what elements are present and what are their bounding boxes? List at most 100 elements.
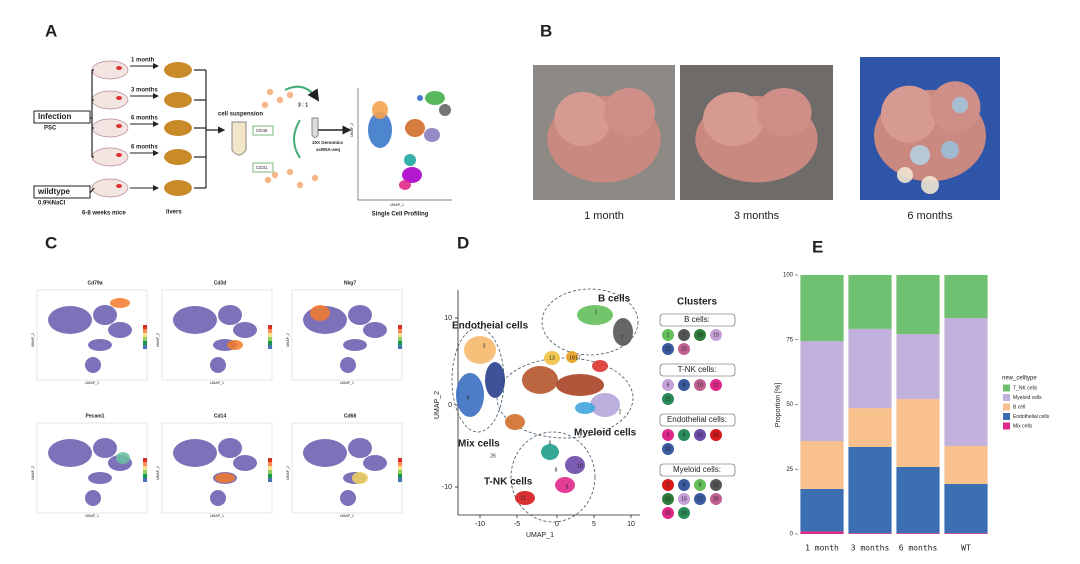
colorbar bbox=[143, 337, 147, 341]
cluster-blob bbox=[405, 119, 425, 137]
cluster-dot bbox=[662, 393, 674, 405]
cluster-dot bbox=[710, 429, 722, 441]
liver-lobe bbox=[756, 87, 812, 137]
label: 13 bbox=[549, 355, 555, 361]
label: 6 months bbox=[907, 210, 953, 222]
label: cell suspension bbox=[218, 112, 263, 118]
panel-letter: A bbox=[45, 21, 57, 40]
label: UMAP_1 bbox=[340, 514, 354, 518]
label: Clusters bbox=[677, 297, 717, 308]
cluster-blob bbox=[372, 101, 388, 119]
y-tick-label: 25 bbox=[786, 467, 793, 473]
colorbar bbox=[398, 478, 402, 482]
cluster-blob bbox=[575, 402, 595, 414]
label: -10 bbox=[442, 484, 452, 491]
label: Endotheial cells bbox=[452, 321, 529, 332]
cluster-blob bbox=[555, 477, 575, 493]
label: 3 months bbox=[131, 88, 158, 94]
cluster-dot bbox=[710, 479, 722, 491]
cluster-blob bbox=[505, 414, 525, 430]
colorbar bbox=[268, 341, 272, 345]
label: 24 bbox=[681, 510, 687, 516]
label: -5 bbox=[514, 521, 520, 528]
legend-title: new_celltype bbox=[1002, 376, 1037, 382]
cell-cluster bbox=[348, 305, 372, 325]
bar-segment bbox=[944, 533, 988, 534]
legend-swatch bbox=[1003, 403, 1010, 411]
label: 2 bbox=[619, 409, 622, 415]
cell-cluster bbox=[108, 322, 132, 338]
label: 8 bbox=[555, 467, 558, 473]
colorbar bbox=[268, 466, 272, 470]
cell-cluster bbox=[173, 439, 217, 467]
expression-high bbox=[352, 472, 368, 484]
cluster-blob bbox=[417, 95, 423, 101]
label: 7 bbox=[683, 332, 686, 338]
label: 16 bbox=[713, 432, 719, 438]
cluster-dot bbox=[710, 379, 722, 391]
cell-cluster bbox=[363, 455, 387, 471]
bar-segment bbox=[800, 275, 844, 342]
cell-cluster bbox=[85, 357, 101, 373]
label: 10 bbox=[444, 315, 452, 322]
label: 9 bbox=[699, 482, 702, 488]
cluster-blob bbox=[556, 374, 604, 396]
bar-segment bbox=[800, 441, 844, 489]
colorbar bbox=[398, 341, 402, 345]
label: 3 : 1 bbox=[298, 102, 308, 108]
label: 4 bbox=[683, 432, 686, 438]
legend-swatch bbox=[1003, 422, 1010, 430]
cluster-dot bbox=[694, 429, 706, 441]
tube bbox=[311, 117, 319, 138]
cell-cluster bbox=[340, 357, 356, 373]
legend-swatch bbox=[1003, 413, 1010, 420]
y-axis-label: Proportion [%] bbox=[775, 383, 782, 427]
cell-cluster bbox=[48, 439, 92, 467]
cluster-blob bbox=[425, 91, 445, 105]
label: scRNA-seq bbox=[316, 147, 340, 152]
cluster-blob bbox=[485, 362, 505, 398]
cell-cluster bbox=[218, 305, 242, 325]
label: UMAP_1 bbox=[340, 381, 354, 385]
label: UMAP_2 bbox=[156, 333, 160, 347]
colorbar bbox=[398, 466, 402, 470]
bar-segment bbox=[800, 531, 844, 534]
cluster-outline bbox=[510, 431, 596, 523]
cluster-dot bbox=[662, 507, 674, 519]
colorbar bbox=[398, 462, 402, 466]
label-box bbox=[33, 185, 91, 199]
label: CD31 bbox=[256, 165, 268, 170]
cluster-blob bbox=[565, 456, 585, 474]
label: 12 bbox=[713, 482, 719, 488]
colorbar bbox=[398, 325, 402, 329]
label: 10 bbox=[577, 463, 583, 469]
x-tick-label: 3 months bbox=[851, 544, 890, 553]
label: 6 bbox=[683, 482, 686, 488]
label: 17 bbox=[697, 496, 703, 502]
injection bbox=[116, 96, 122, 100]
colorbar bbox=[143, 341, 147, 345]
cluster-dot bbox=[662, 329, 674, 341]
label: 23 bbox=[681, 346, 687, 352]
mouse-outline bbox=[91, 178, 129, 198]
cluster-blob bbox=[566, 351, 578, 363]
legend-label: T_NK cells bbox=[1013, 385, 1038, 391]
y-tick-label: 0 bbox=[790, 532, 794, 538]
label-box bbox=[252, 125, 274, 136]
colorbar bbox=[268, 345, 272, 349]
cell bbox=[264, 176, 272, 184]
bar-segment bbox=[800, 341, 844, 442]
legend-box bbox=[659, 463, 736, 477]
colorbar bbox=[143, 474, 147, 478]
label: 14 bbox=[697, 432, 703, 438]
label: UMAP_2 bbox=[156, 466, 160, 480]
cell-cluster bbox=[85, 490, 101, 506]
cluster-dot bbox=[678, 507, 690, 519]
label: 26 bbox=[490, 453, 496, 459]
legend-box bbox=[659, 363, 736, 377]
colorbar bbox=[143, 470, 147, 474]
label: 5 bbox=[566, 484, 569, 490]
cluster-dot bbox=[678, 493, 690, 505]
cluster-blob bbox=[544, 351, 560, 365]
